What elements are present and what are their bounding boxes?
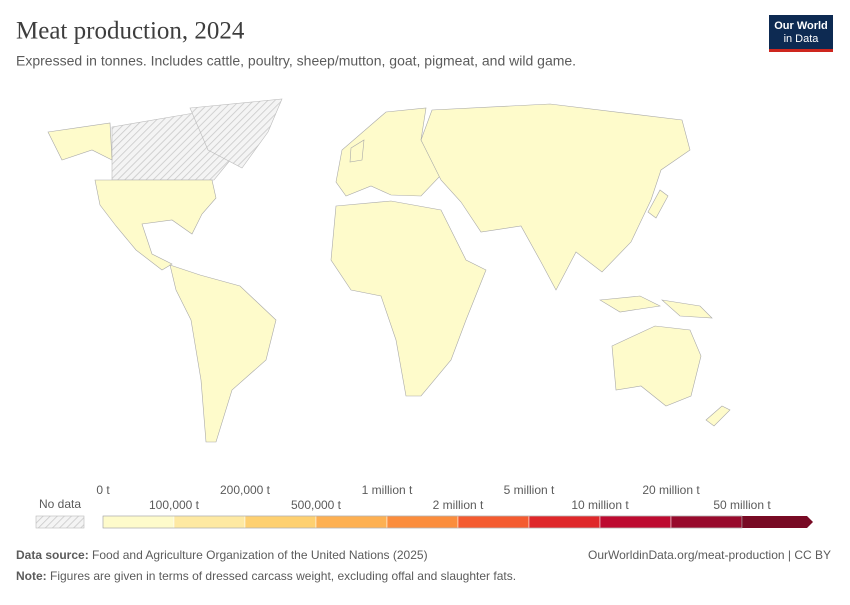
country[interactable] bbox=[169, 264, 277, 443]
legend-tick-label: 50 million t bbox=[713, 498, 771, 512]
legend-tick-label: 200,000 t bbox=[220, 483, 271, 497]
legend-bin[interactable] bbox=[457, 515, 530, 529]
country[interactable] bbox=[47, 122, 113, 161]
legend-bin[interactable] bbox=[315, 515, 388, 529]
title: Meat production, 2024 bbox=[16, 18, 245, 45]
no-data-region[interactable] bbox=[189, 98, 283, 169]
legend-tick-label: 10 million t bbox=[571, 498, 629, 512]
country[interactable] bbox=[599, 295, 713, 319]
legend-bin[interactable] bbox=[599, 515, 672, 529]
footer-note: Note: Figures are given in terms of dres… bbox=[16, 569, 516, 583]
country[interactable] bbox=[705, 405, 731, 427]
legend-bin[interactable] bbox=[386, 515, 459, 529]
legend-bin[interactable] bbox=[102, 515, 175, 529]
logo-text: in Data bbox=[784, 33, 820, 45]
world-map bbox=[47, 98, 731, 443]
country[interactable] bbox=[611, 325, 702, 407]
legend-bin[interactable] bbox=[742, 516, 813, 528]
logo-underline bbox=[769, 49, 833, 52]
legend-tick-label: 0 t bbox=[96, 483, 110, 497]
logo-text: Our World bbox=[774, 20, 828, 32]
legend-bin[interactable] bbox=[528, 515, 601, 529]
legend-tick-label: 2 million t bbox=[433, 498, 484, 512]
legend-outline bbox=[102, 515, 743, 529]
legend-tick-label: 20 million t bbox=[642, 483, 700, 497]
legend-bin[interactable] bbox=[244, 515, 317, 529]
footer-source: Data source: Food and Agriculture Organi… bbox=[16, 548, 428, 562]
footer-url[interactable]: OurWorldinData.org/meat-production | CC … bbox=[588, 548, 831, 562]
legend-bin[interactable] bbox=[670, 515, 743, 529]
legend-tick-label: 100,000 t bbox=[149, 498, 200, 512]
footer: Data source: Food and Agriculture Organi… bbox=[16, 548, 831, 583]
logo[interactable]: Our World in Data bbox=[769, 15, 833, 52]
legend-tick-label: 500,000 t bbox=[291, 498, 342, 512]
country[interactable] bbox=[330, 200, 487, 397]
legend-tick-label: 5 million t bbox=[504, 483, 555, 497]
logo-box bbox=[769, 15, 833, 49]
legend-bin[interactable] bbox=[173, 515, 246, 529]
subtitle: Expressed in tonnes. Includes cattle, po… bbox=[16, 53, 576, 69]
source-text: Food and Agriculture Organization of the… bbox=[92, 548, 428, 562]
country[interactable] bbox=[349, 139, 365, 163]
country[interactable] bbox=[94, 179, 217, 271]
legend: No data 0 t 100,000 t 200,000 t 500,000 t 1 … bbox=[35, 483, 813, 529]
legend-no-data-swatch bbox=[35, 515, 85, 529]
legend-no-data-label: No data bbox=[39, 497, 81, 511]
country[interactable] bbox=[420, 103, 691, 291]
note-text: Figures are given in terms of dressed ca… bbox=[50, 569, 516, 583]
country[interactable] bbox=[647, 189, 669, 219]
legend-tick-label: 1 million t bbox=[362, 483, 413, 497]
note-label: Note: bbox=[16, 569, 47, 583]
source-label: Data source: bbox=[16, 548, 89, 562]
